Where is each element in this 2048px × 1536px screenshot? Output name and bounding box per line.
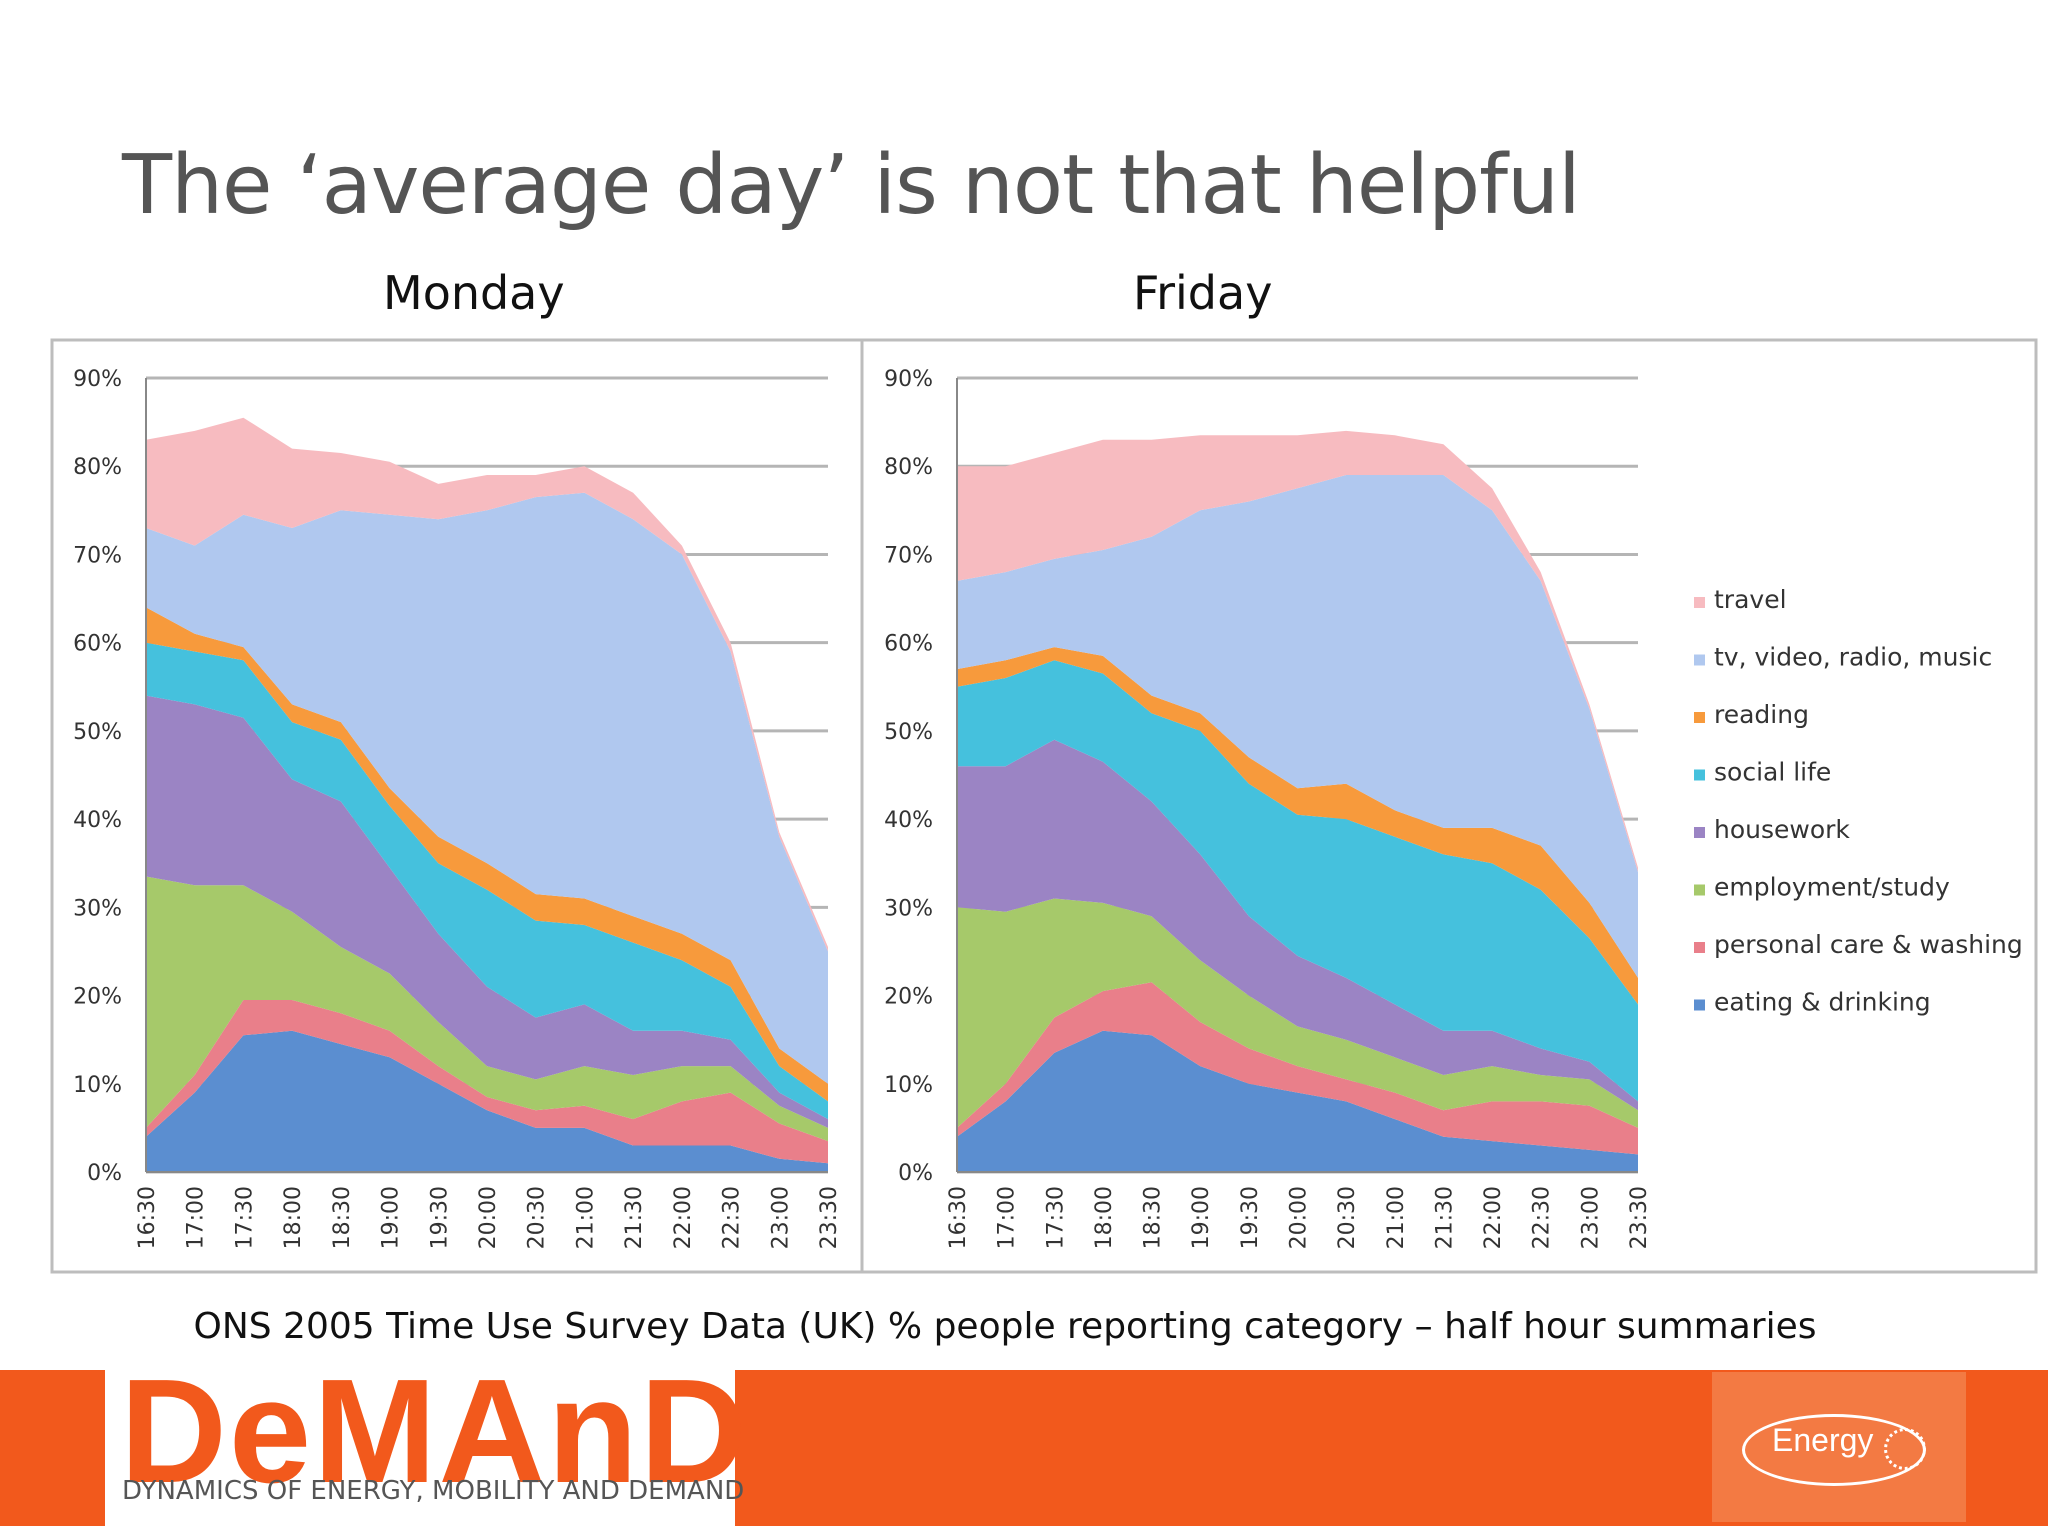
y-tick-label: 0% [87, 1161, 122, 1186]
y-tick-label: 20% [73, 985, 122, 1010]
y-tick-label: 30% [884, 896, 933, 921]
y-tick-label: 80% [884, 455, 933, 480]
x-tick-label: 21:00 [573, 1186, 598, 1249]
x-tick-label: 23:00 [768, 1186, 793, 1249]
sun-icon [1884, 1428, 1926, 1470]
x-tick-label: 20:00 [1287, 1186, 1312, 1249]
legend-swatch [1694, 999, 1705, 1011]
x-tick-label: 19:30 [1238, 1186, 1263, 1249]
area-personal-care-washing [146, 1000, 828, 1164]
y-tick-label: 40% [884, 808, 933, 833]
demand-logo-subtitle: DYNAMICS OF ENERGY, MOBILITY AND DEMAND [122, 1476, 745, 1506]
x-tick-label: 22:30 [1530, 1186, 1555, 1249]
demand-logo [105, 1370, 735, 1526]
legend-label: eating & drinking [1714, 988, 1931, 1017]
area-personal-care-washing [957, 982, 1638, 1155]
x-tick-label: 23:30 [817, 1186, 842, 1249]
legend-swatch [1694, 942, 1705, 953]
area-social-life [146, 642, 828, 1120]
demand-logo-word: DeMAnD [120, 1349, 749, 1514]
y-tick-label: 20% [884, 985, 933, 1010]
x-tick-label: 22:30 [720, 1186, 745, 1249]
legend-label: employment/study [1714, 873, 1950, 902]
y-tick-label: 40% [73, 808, 122, 833]
y-tick-label: 50% [73, 720, 122, 745]
legend-swatch [1694, 884, 1705, 896]
y-tick-label: 90% [73, 367, 122, 392]
y-tick-label: 60% [73, 632, 122, 657]
charts-svg: 0% 10% 20% 30% 40% 50% 60% 70% 80% 90% 16:30 17:00 1… [50, 338, 2038, 1274]
x-tick-label: 17:30 [1043, 1186, 1068, 1249]
x-tick-label: 23:30 [1627, 1186, 1652, 1249]
area-eating-drinking [957, 1030, 1638, 1172]
x-tick-label: 16:30 [946, 1186, 971, 1249]
y-tick-label: 80% [73, 455, 122, 480]
x-tick-label: 17:30 [232, 1186, 257, 1249]
y-tick-label: 10% [884, 1073, 933, 1098]
area-travel [146, 417, 828, 952]
area-tv-video-radio-music [957, 475, 1638, 978]
y-tick-label: 10% [73, 1073, 122, 1098]
energy-badge-text: Energy [1772, 1422, 1874, 1458]
x-tick-label: 23:00 [1578, 1186, 1603, 1249]
y-tick-label: 50% [884, 720, 933, 745]
legend-label: social life [1714, 758, 1831, 787]
legend-label: travel [1714, 585, 1787, 614]
legend-label: tv, video, radio, music [1714, 643, 1992, 672]
x-tick-label: 20:00 [476, 1186, 501, 1249]
legend-swatch [1694, 827, 1705, 838]
x-tick-label: 19:00 [1189, 1186, 1214, 1249]
area-tv-video-radio-music [146, 492, 828, 1084]
area-housework [146, 695, 828, 1128]
y-tick-label: 70% [73, 543, 122, 568]
legend-label: personal care & washing [1714, 930, 2023, 959]
x-tick-label: 19:30 [427, 1186, 452, 1249]
legend-label: reading [1714, 700, 1809, 729]
slide-title: The ‘average day’ is not that helpful [122, 138, 1581, 233]
x-tick-label: 21:30 [622, 1186, 647, 1249]
source-caption: ONS 2005 Time Use Survey Data (UK) % peo… [193, 1306, 1817, 1347]
x-tick-label: 22:00 [671, 1186, 696, 1249]
friday-chart: 0% 10% 20% 30% 40% 50% 60% 70% 80% 90% 16:30 17:00 1… [884, 367, 1652, 1249]
energy-badge: Energy [1712, 1372, 1966, 1522]
area-employment-study [957, 898, 1638, 1128]
legend-swatch [1694, 597, 1705, 608]
x-tick-label: 22:00 [1481, 1186, 1506, 1249]
monday-chart-title: Monday [383, 266, 565, 320]
x-tick-label: 21:00 [1384, 1186, 1409, 1249]
legend-label: housework [1714, 815, 1850, 844]
area-social-life [957, 660, 1638, 1102]
y-tick-label: 70% [884, 543, 933, 568]
x-tick-label: 20:30 [1335, 1186, 1360, 1249]
y-tick-label: 60% [884, 632, 933, 657]
x-tick-label: 18:00 [281, 1186, 306, 1249]
chart-legend: travel tv, video, radio, music reading soci… [1694, 585, 2023, 1017]
x-tick-label: 21:30 [1432, 1186, 1457, 1249]
x-tick-label: 17:00 [995, 1186, 1020, 1249]
x-tick-label: 19:00 [379, 1186, 404, 1249]
y-tick-label: 0% [898, 1161, 933, 1186]
x-tick-label: 16:30 [135, 1186, 160, 1249]
legend-swatch [1694, 654, 1705, 666]
monday-chart: 0% 10% 20% 30% 40% 50% 60% 70% 80% 90% 16:30 17:00 1… [73, 367, 842, 1249]
x-tick-label: 20:30 [525, 1186, 550, 1249]
friday-chart-title: Friday [1133, 266, 1273, 320]
area-eating-drinking [146, 1030, 828, 1172]
area-housework [957, 739, 1638, 1111]
area-employment-study [146, 876, 828, 1142]
x-tick-label: 18:30 [330, 1186, 355, 1249]
area-travel [957, 430, 1638, 872]
legend-swatch [1694, 712, 1705, 723]
x-tick-label: 18:00 [1092, 1186, 1117, 1249]
x-tick-label: 18:30 [1141, 1186, 1166, 1249]
legend-swatch [1694, 769, 1705, 781]
x-tick-label: 17:00 [184, 1186, 209, 1249]
y-tick-label: 30% [73, 896, 122, 921]
y-tick-label: 90% [884, 367, 933, 392]
